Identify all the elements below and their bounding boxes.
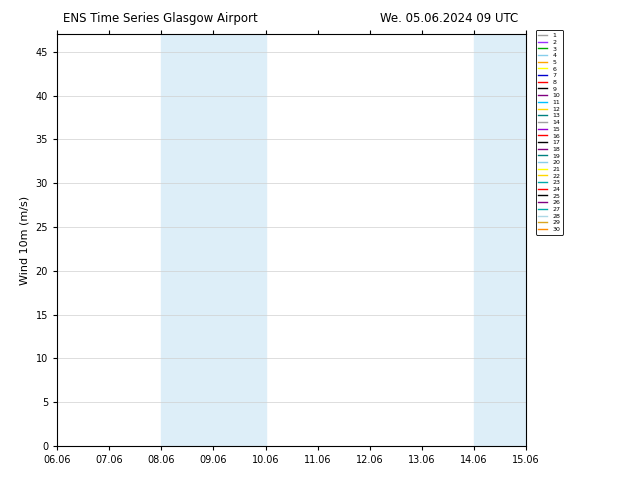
Y-axis label: Wind 10m (m/s): Wind 10m (m/s) (20, 196, 30, 285)
Text: We. 05.06.2024 09 UTC: We. 05.06.2024 09 UTC (380, 12, 519, 25)
Bar (474, 34, 552, 446)
Text: ENS Time Series Glasgow Airport: ENS Time Series Glasgow Airport (63, 12, 258, 25)
Bar (161, 34, 266, 446)
Legend: 1, 2, 3, 4, 5, 6, 7, 8, 9, 10, 11, 12, 13, 14, 15, 16, 17, 18, 19, 20, 21, 22, 2: 1, 2, 3, 4, 5, 6, 7, 8, 9, 10, 11, 12, 1… (536, 30, 563, 235)
